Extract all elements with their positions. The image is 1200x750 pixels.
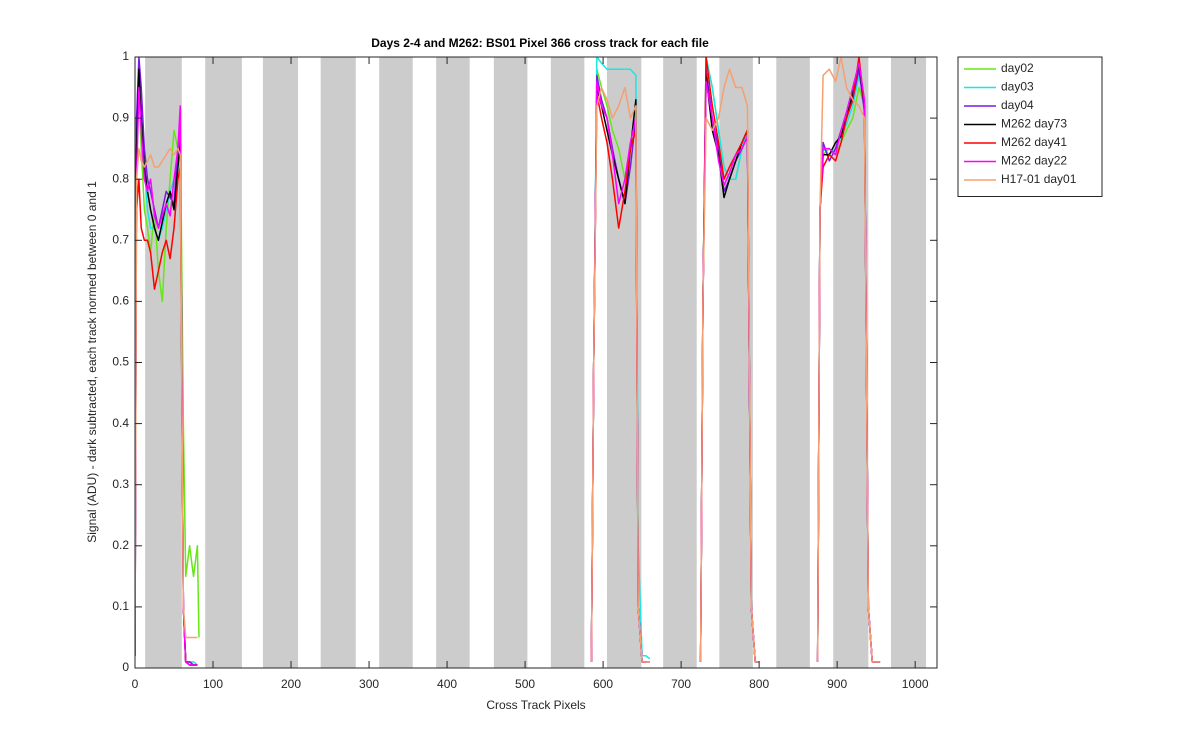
y-axis-label: Signal (ADU) - dark subtracted, each tra… (85, 181, 99, 543)
legend-box (957, 56, 1103, 197)
legend-label: M262 day41 (1001, 135, 1067, 149)
legend-label: M262 day22 (1001, 154, 1067, 168)
x-tick-label: 500 (515, 677, 535, 691)
plot-area (135, 57, 937, 668)
shaded-band (550, 57, 585, 668)
series-line (135, 57, 881, 663)
y-tick-label: 0 (122, 660, 129, 674)
chart-title: Days 2-4 and M262: BS01 Pixel 366 cross … (371, 36, 709, 50)
y-tick-label: 0.8 (112, 171, 129, 185)
shaded-band (833, 57, 869, 668)
x-tick-label: 900 (827, 677, 847, 691)
shaded-band (205, 57, 242, 668)
x-tick-label: 1000 (902, 677, 929, 691)
legend-label: M262 day73 (1001, 117, 1067, 131)
shaded-band (262, 57, 299, 668)
shaded-band (379, 57, 413, 668)
lines (135, 57, 881, 666)
series-line (135, 57, 881, 666)
shaded-band (890, 57, 927, 668)
y-tick-label: 0.4 (112, 416, 129, 430)
x-tick-label: 100 (203, 677, 223, 691)
y-tick-label: 0.9 (112, 110, 129, 124)
shaded-band (145, 57, 182, 668)
shaded-band (776, 57, 810, 668)
x-tick-label: 300 (359, 677, 379, 691)
series-line (135, 57, 881, 666)
x-tick-label: 200 (281, 677, 301, 691)
series-line (135, 57, 881, 663)
y-tick-label: 0.6 (112, 294, 129, 308)
y-tick-label: 0.2 (112, 538, 129, 552)
x-tick-label: 600 (593, 677, 613, 691)
shaded-band (663, 57, 697, 668)
y-tick-label: 1 (122, 49, 129, 63)
y-tick-label: 0.1 (112, 599, 129, 613)
x-tick-label: 800 (749, 677, 769, 691)
x-tick-label: 0 (132, 677, 139, 691)
legend-label: day02 (1001, 61, 1034, 75)
x-tick-label: 700 (671, 677, 691, 691)
y-tick-label: 0.3 (112, 477, 129, 491)
series-line (135, 62, 881, 666)
legend-label: day04 (1001, 98, 1034, 112)
legend-label: day03 (1001, 80, 1034, 94)
y-tick-label: 0.5 (112, 355, 129, 369)
legend-label: H17-01 day01 (1001, 172, 1077, 186)
y-tick-label: 0.7 (112, 232, 129, 246)
x-tick-label: 400 (437, 677, 457, 691)
shaded-band (320, 57, 356, 668)
shaded-band (493, 57, 528, 668)
shaded-band (436, 57, 470, 668)
series-line (135, 62, 881, 666)
x-axis-label: Cross Track Pixels (486, 698, 585, 712)
